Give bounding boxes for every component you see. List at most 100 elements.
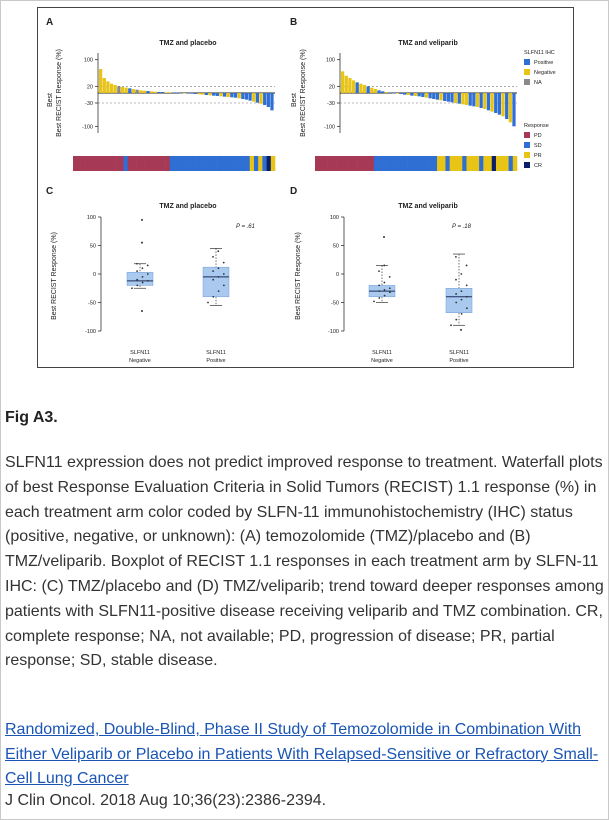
response-strip-cell [81, 156, 86, 171]
response-strip-cell [207, 156, 213, 171]
data-point [465, 264, 468, 267]
response-strip-cell [203, 156, 208, 171]
waterfall-bar [215, 93, 219, 96]
panel-letter: A [46, 17, 53, 28]
waterfall-bar [443, 93, 447, 101]
category-label: SLFN11 [449, 350, 469, 356]
panel-letter: C [46, 186, 53, 197]
response-strip-cell [416, 156, 421, 171]
waterfall-bar [113, 85, 117, 93]
waterfall-bar [505, 93, 509, 119]
y-tick-label: -30 [85, 101, 93, 107]
response-strip-cell [336, 156, 341, 171]
data-point [383, 281, 386, 284]
waterfall-bar [410, 93, 414, 96]
article-link[interactable]: Randomized, Double-Blind, Phase II Study… [5, 721, 599, 787]
waterfall-bar [399, 93, 403, 94]
response-strip-cell [512, 156, 518, 171]
response-strip-cell [386, 156, 392, 171]
response-strip-cell [407, 156, 413, 171]
waterfall-bar [472, 93, 476, 107]
response-legend-swatch [524, 162, 530, 168]
response-strip-cell [411, 156, 417, 171]
response-legend-title: Response [524, 123, 549, 129]
y-tick-label: -30 [327, 101, 335, 107]
waterfall-bar [395, 93, 399, 94]
response-strip-cell [106, 156, 112, 171]
waterfall-bar [99, 69, 103, 93]
y-tick-label: 50 [333, 244, 339, 250]
response-strip-cell [470, 156, 476, 171]
response-strip-cell [390, 156, 396, 171]
data-point [373, 300, 375, 303]
data-point [388, 287, 391, 290]
response-strip-cell [165, 156, 171, 171]
response-strip-cell [479, 156, 484, 171]
waterfall-bar [377, 90, 381, 93]
response-strip-cell [258, 156, 263, 171]
data-point [141, 275, 144, 278]
waterfall-bar [475, 93, 480, 107]
data-point [217, 275, 220, 278]
response-strip-cell [458, 156, 463, 171]
outlier-point [141, 310, 143, 313]
ihc-legend-label: Positive [534, 60, 553, 66]
p-value: P = .18 [452, 224, 472, 230]
response-strip-cell [140, 156, 145, 171]
y-tick-label: -100 [328, 329, 339, 335]
response-strip-cell [169, 156, 175, 171]
response-strip-cell [373, 156, 379, 171]
waterfall-bar [490, 93, 494, 112]
waterfall-bar [501, 93, 505, 117]
waterfall-bar [160, 92, 165, 93]
data-point [136, 270, 138, 273]
response-strip-cell [315, 156, 320, 171]
response-strip-cell [327, 156, 333, 171]
response-strip-cell [382, 156, 387, 171]
waterfall-bar [106, 81, 110, 93]
response-strip-cell [127, 156, 133, 171]
y-tick-label: 0 [93, 272, 96, 278]
data-point [378, 270, 380, 273]
data-point [466, 307, 468, 310]
data-point [141, 281, 144, 284]
response-strip-cell [253, 156, 259, 171]
data-point [146, 273, 149, 275]
ihc-legend-swatch [524, 79, 530, 85]
data-point [455, 301, 458, 304]
waterfall-bar [124, 87, 128, 93]
waterfall-bar [450, 93, 454, 103]
waterfall-bar [464, 93, 469, 105]
response-legend-label: SD [534, 143, 542, 149]
data-point [212, 295, 215, 298]
response-legend-label: PR [534, 153, 542, 159]
waterfall-bar [139, 90, 143, 93]
waterfall-title: TMZ and placebo [159, 40, 216, 47]
waterfall-bar [508, 93, 512, 123]
box [126, 272, 154, 286]
panel-letter: B [290, 17, 297, 28]
outlier-point [141, 241, 143, 244]
data-point [223, 284, 225, 287]
data-point [460, 290, 463, 292]
data-point [212, 270, 215, 273]
y-tick-label: -50 [88, 301, 96, 307]
response-strip-cell [495, 156, 501, 171]
response-strip-cell [262, 156, 267, 171]
response-legend-swatch [524, 142, 530, 148]
y-tick-label: -100 [82, 124, 93, 130]
p-value: P = .61 [236, 224, 255, 230]
waterfall-bar [197, 93, 201, 95]
waterfall-bar [355, 82, 359, 93]
data-point [388, 275, 391, 278]
category-label: SLFN11 [206, 350, 226, 356]
y-tick-label: 100 [330, 215, 339, 221]
response-strip-cell [220, 156, 225, 171]
waterfall-bar [120, 87, 125, 93]
response-strip-cell [357, 156, 362, 171]
response-strip-cell [340, 156, 345, 171]
category-label: SLFN11 [372, 350, 392, 356]
y-tick-label: 100 [84, 58, 93, 64]
response-strip-cell [216, 156, 221, 171]
waterfall-bar [128, 88, 132, 93]
